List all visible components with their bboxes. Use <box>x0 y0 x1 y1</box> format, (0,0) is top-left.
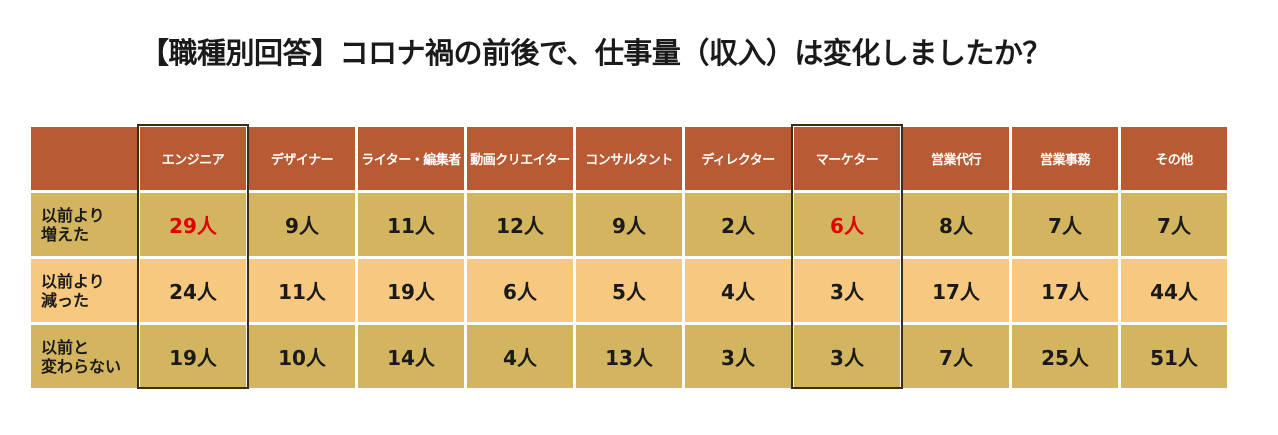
value-cell: 3人 <box>685 325 791 388</box>
value-cell: 44人 <box>1121 259 1227 322</box>
row-label-line1: 以前より <box>41 271 105 291</box>
value-cell: 4人 <box>685 259 791 322</box>
value-cell: 7人 <box>1012 193 1118 256</box>
value-cell: 6人 <box>467 259 573 322</box>
column-header: ディレクター <box>685 127 791 190</box>
value-cell: 3人 <box>794 325 900 388</box>
table-row: 以前と 変わらない 19人 10人 14人 4人 13人 3人 3人 7人 25人 51人 <box>31 325 1227 388</box>
column-header: デザイナー <box>249 127 355 190</box>
column-header: 営業事務 <box>1012 127 1118 190</box>
value-cell: 7人 <box>903 325 1009 388</box>
row-label-line2: 増えた <box>41 224 90 244</box>
value-cell: 24人 <box>140 259 246 322</box>
row-label: 以前より 増えた <box>31 193 137 256</box>
value-cell: 14人 <box>358 325 464 388</box>
value-cell: 10人 <box>249 325 355 388</box>
value-cell: 11人 <box>358 193 464 256</box>
value-cell: 11人 <box>249 259 355 322</box>
row-label-line1: 以前と <box>41 337 90 357</box>
value-cell: 9人 <box>249 193 355 256</box>
value-cell: 8人 <box>903 193 1009 256</box>
value-cell: 51人 <box>1121 325 1227 388</box>
value-cell: 2人 <box>685 193 791 256</box>
column-header: その他 <box>1121 127 1227 190</box>
column-header: エンジニア <box>140 127 246 190</box>
value-cell: 6人 <box>794 193 900 256</box>
value-cell: 3人 <box>794 259 900 322</box>
value-cell: 19人 <box>140 325 246 388</box>
row-label-line1: 以前より <box>41 205 105 225</box>
column-header: 営業代行 <box>903 127 1009 190</box>
row-label-line2: 減った <box>41 290 90 310</box>
value-cell: 19人 <box>358 259 464 322</box>
value-cell: 4人 <box>467 325 573 388</box>
column-header: コンサルタント <box>576 127 682 190</box>
column-header: 動画クリエイター <box>467 127 573 190</box>
value-cell: 13人 <box>576 325 682 388</box>
value-cell: 7人 <box>1121 193 1227 256</box>
row-label: 以前と 変わらない <box>31 325 137 388</box>
row-label: 以前より 減った <box>31 259 137 322</box>
value-cell: 17人 <box>1012 259 1118 322</box>
header-row: エンジニア デザイナー ライター・編集者 動画クリエイター コンサルタント ディ… <box>31 127 1227 190</box>
job-type-table: エンジニア デザイナー ライター・編集者 動画クリエイター コンサルタント ディ… <box>28 124 1230 391</box>
corner-cell <box>31 127 137 190</box>
table-row: 以前より 減った 24人 11人 19人 6人 5人 4人 3人 17人 17人 44人 <box>31 259 1227 322</box>
row-label-line2: 変わらない <box>41 356 122 376</box>
value-cell: 29人 <box>140 193 246 256</box>
chart-title: 【職種別回答】コロナ禍の前後で、仕事量（収入）は変化しましたか？ <box>140 36 1051 70</box>
value-cell: 9人 <box>576 193 682 256</box>
column-header: ライター・編集者 <box>358 127 464 190</box>
column-header: マーケター <box>794 127 900 190</box>
value-cell: 12人 <box>467 193 573 256</box>
value-cell: 25人 <box>1012 325 1118 388</box>
table-row: 以前より 増えた 29人 9人 11人 12人 9人 2人 6人 8人 7人 7人 <box>31 193 1227 256</box>
value-cell: 17人 <box>903 259 1009 322</box>
value-cell: 5人 <box>576 259 682 322</box>
